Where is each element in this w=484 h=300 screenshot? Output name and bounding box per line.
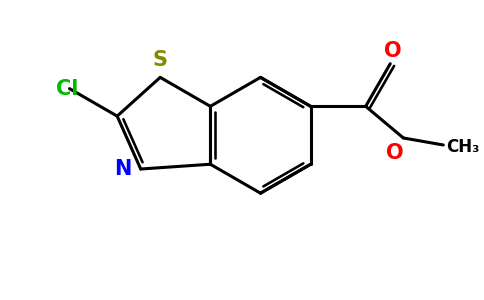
Text: Cl: Cl: [56, 79, 78, 99]
Text: CH₃: CH₃: [446, 139, 479, 157]
Text: N: N: [115, 159, 132, 179]
Text: S: S: [152, 50, 167, 70]
Text: O: O: [386, 143, 403, 163]
Text: O: O: [384, 41, 402, 61]
